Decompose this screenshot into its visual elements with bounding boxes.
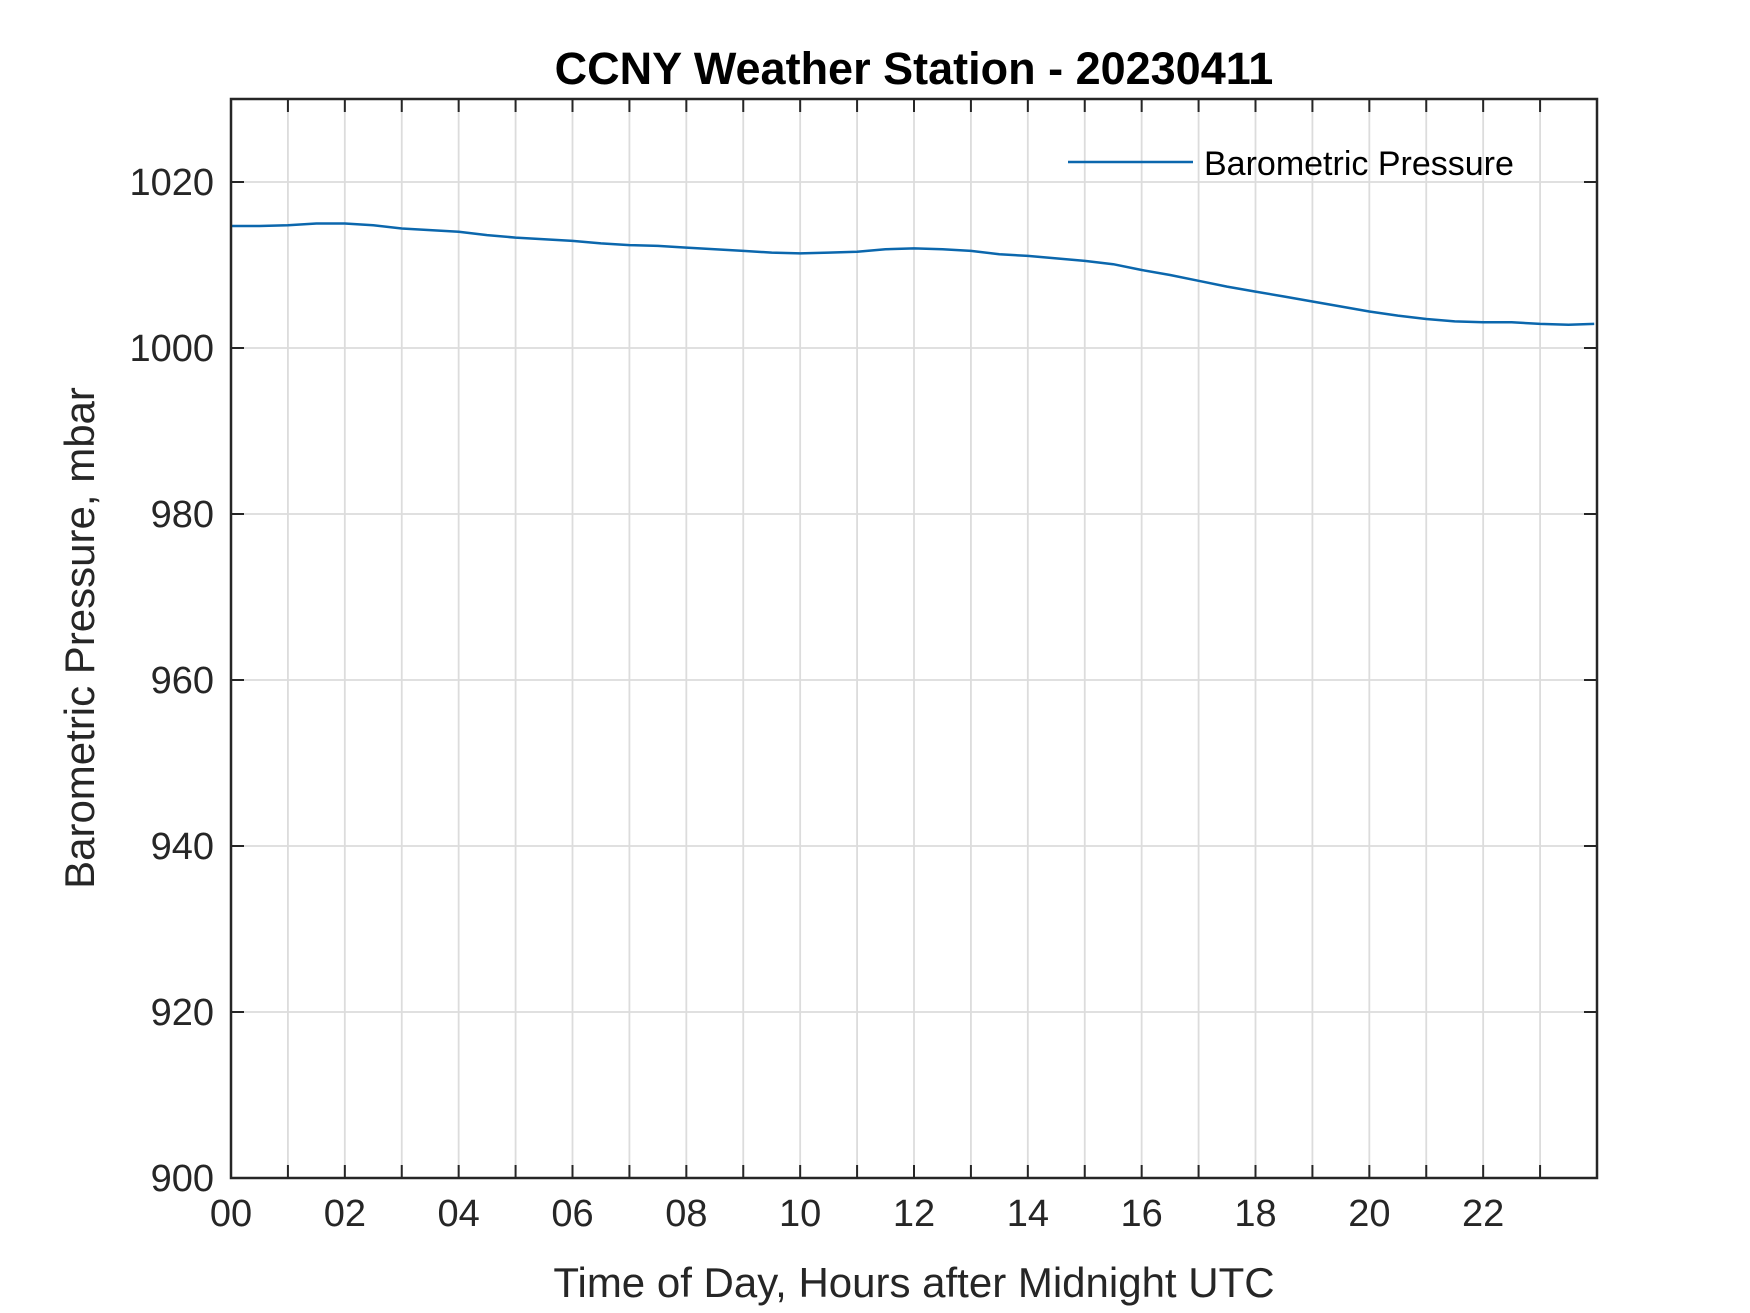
y-tick-label: 960 bbox=[151, 660, 214, 702]
x-tick-label: 12 bbox=[893, 1193, 935, 1235]
x-tick-label: 20 bbox=[1348, 1193, 1390, 1235]
x-tick-label: 06 bbox=[551, 1193, 593, 1235]
series-group bbox=[231, 222, 1595, 327]
x-tick-label: 04 bbox=[438, 1193, 480, 1235]
x-tick-label: 00 bbox=[210, 1193, 252, 1235]
y-tick-label: 920 bbox=[151, 992, 214, 1034]
y-tick-label: 940 bbox=[151, 826, 214, 868]
y-axis-label: Barometric Pressure, mbar bbox=[56, 387, 103, 889]
grid bbox=[230, 99, 1597, 1179]
y-tick-labels: 900 920 940 960 980 1000 1020 bbox=[129, 162, 214, 1200]
x-tick-label: 18 bbox=[1234, 1193, 1276, 1235]
x-tick-label: 22 bbox=[1462, 1193, 1504, 1235]
x-axis-label: Time of Day, Hours after Midnight UTC bbox=[553, 1259, 1274, 1306]
y-tick-label: 900 bbox=[151, 1158, 214, 1200]
y-tick-label: 1000 bbox=[129, 328, 214, 370]
x-tick-label: 02 bbox=[324, 1193, 366, 1235]
y-tick-label: 980 bbox=[151, 494, 214, 536]
y-tick-label: 1020 bbox=[129, 162, 214, 204]
legend: Barometric Pressure bbox=[1068, 145, 1514, 183]
x-tick-label: 08 bbox=[665, 1193, 707, 1235]
x-tick-label: 14 bbox=[1007, 1193, 1049, 1235]
chart-title: CCNY Weather Station - 20230411 bbox=[555, 43, 1274, 94]
series-line bbox=[231, 222, 1595, 327]
x-tick-labels: 00 02 04 06 08 10 12 14 16 18 20 22 bbox=[210, 1193, 1504, 1235]
plot-frame bbox=[229, 97, 1599, 1180]
x-tick-label: 10 bbox=[779, 1193, 821, 1235]
legend-label: Barometric Pressure bbox=[1204, 145, 1514, 183]
x-tick-label: 16 bbox=[1121, 1193, 1163, 1235]
